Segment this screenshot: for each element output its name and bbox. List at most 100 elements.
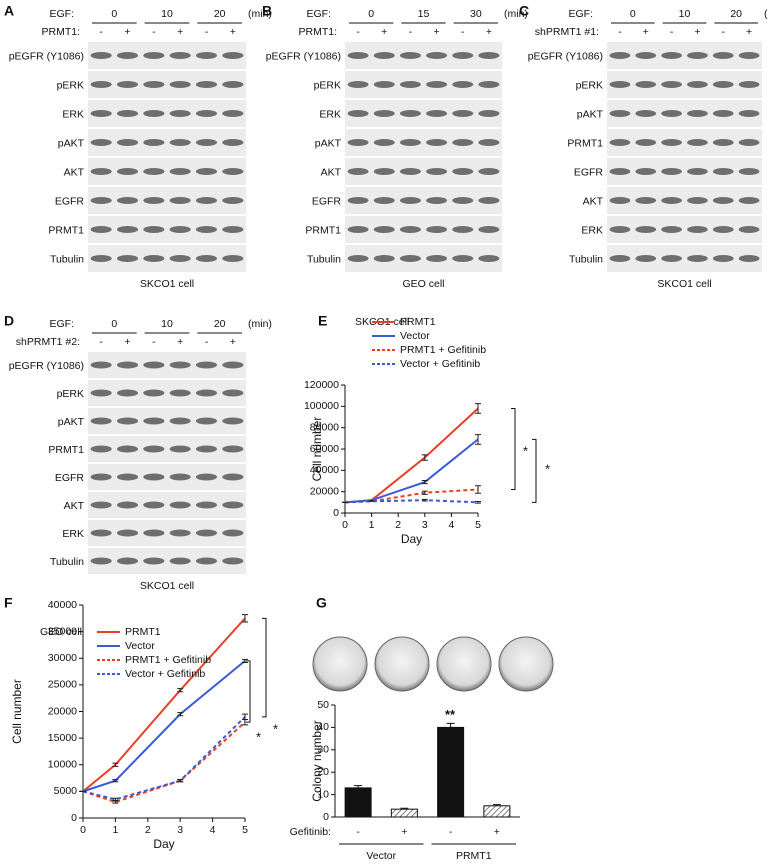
band [222, 110, 244, 117]
band [609, 81, 631, 88]
band [452, 197, 474, 204]
time-label: 20 [730, 8, 742, 20]
band [661, 168, 682, 175]
band [399, 197, 421, 204]
band [478, 139, 500, 146]
band [116, 473, 139, 481]
time-label: 10 [679, 8, 691, 20]
band [478, 52, 500, 59]
series-line [344, 438, 479, 504]
sign: - [205, 26, 209, 38]
legend-label: PRMT1 + Gefitinib [400, 344, 486, 356]
sign: - [356, 26, 360, 38]
band [195, 110, 218, 117]
treatment-label: Gefitinib: [290, 826, 331, 838]
error-bar [446, 722, 455, 728]
band [687, 52, 708, 59]
band [169, 139, 191, 146]
band [399, 226, 421, 233]
band [222, 52, 244, 59]
band [90, 168, 112, 175]
y-tick-label: 35000 [48, 625, 77, 637]
band [195, 197, 218, 204]
blot-strip [88, 548, 246, 574]
band [222, 501, 244, 509]
band [712, 255, 734, 262]
band [195, 81, 218, 88]
blot-strip [607, 71, 762, 98]
error-bar [475, 485, 481, 494]
band [90, 473, 112, 481]
error-bar [421, 490, 428, 495]
x-tick-label: 1 [369, 519, 375, 531]
header-label: EGF: [568, 8, 593, 20]
band [347, 52, 369, 59]
band [712, 226, 734, 233]
blot-strip [345, 216, 502, 243]
band [478, 168, 500, 175]
row-label: ERK [62, 108, 84, 120]
row-label: PRMT1 [567, 137, 603, 149]
band [116, 110, 139, 117]
band [687, 197, 708, 204]
band [661, 226, 682, 233]
annotation: ** [445, 707, 456, 722]
band [661, 52, 682, 59]
band [399, 52, 421, 59]
band [143, 226, 165, 233]
y-tick-label: 40 [317, 721, 329, 733]
band [195, 445, 218, 453]
row-label: EGFR [55, 472, 85, 484]
band [90, 139, 112, 146]
series-line [82, 617, 246, 793]
annotation: * [545, 461, 550, 476]
band [143, 168, 165, 175]
error-bar [112, 797, 119, 801]
band [169, 226, 191, 233]
row-label: pEGFR (Y1086) [9, 360, 84, 372]
band [712, 197, 734, 204]
band [143, 361, 165, 369]
band [90, 255, 112, 262]
band [426, 110, 448, 117]
bracket [246, 660, 251, 723]
band [222, 361, 244, 369]
panel-letter: G [316, 595, 327, 611]
y-tick-label: 40000 [310, 464, 339, 476]
band [426, 52, 448, 59]
blot-strip [88, 100, 246, 127]
sign: - [461, 26, 465, 38]
error-bar [421, 479, 428, 485]
band [169, 255, 191, 262]
error-bar [242, 614, 248, 623]
sign: - [618, 26, 622, 38]
row-label: pERK [57, 79, 84, 91]
band [687, 139, 708, 146]
band [222, 81, 244, 88]
band [116, 255, 139, 262]
band [452, 226, 474, 233]
band [116, 197, 139, 204]
time-label: 20 [214, 8, 226, 20]
sign: - [449, 826, 453, 838]
band [738, 168, 760, 175]
band [712, 168, 734, 175]
sign: + [124, 336, 130, 348]
band [143, 473, 165, 481]
y-tick-label: 20 [317, 766, 329, 778]
band [347, 226, 369, 233]
y-tick-label: 30 [317, 744, 329, 756]
row-label: Tubulin [50, 556, 84, 568]
row-label: AKT [583, 195, 604, 207]
band [478, 255, 500, 262]
bracket [532, 438, 537, 503]
y-tick-label: 40000 [48, 599, 77, 611]
band [399, 255, 421, 262]
band [373, 226, 395, 233]
caption: SKCO1 cell [140, 278, 194, 290]
band [116, 557, 139, 565]
band [373, 197, 395, 204]
treatment-label: shPRMT1 #2: [16, 336, 80, 348]
band [169, 473, 191, 481]
